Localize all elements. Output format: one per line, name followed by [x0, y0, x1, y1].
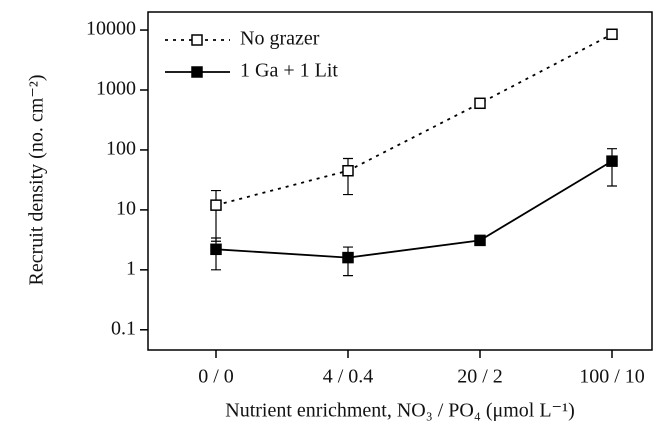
- marker: [191, 66, 203, 78]
- error-bar: [211, 189, 221, 242]
- marker: [474, 97, 486, 110]
- x-tick-label: 20 / 2: [457, 366, 503, 388]
- y-tick-label: 1: [126, 257, 136, 279]
- y-tick-label: 10: [116, 197, 136, 219]
- marker: [210, 243, 222, 256]
- error-bar: [607, 148, 617, 187]
- marker: [474, 234, 486, 247]
- y-tick-label: 100: [106, 138, 136, 160]
- marker: [342, 164, 354, 177]
- marker: [342, 251, 354, 264]
- series-line: [215, 33, 613, 207]
- legend-label: No grazer: [240, 28, 320, 50]
- x-tick-label: 100 / 10: [579, 366, 645, 388]
- x-tick-label: 0 / 0: [198, 366, 234, 388]
- error-bar: [343, 157, 353, 196]
- y-tick-label: 1000: [96, 78, 136, 100]
- marker: [606, 155, 618, 167]
- marker: [210, 199, 222, 211]
- marker: [191, 34, 203, 46]
- marker: [606, 28, 618, 41]
- x-axis-label: Nutrient enrichment, NO₃ / PO₄ (μmol L⁻¹…: [225, 400, 575, 422]
- y-tick-label: 0.1: [111, 317, 136, 339]
- y-tick-label: 10000: [86, 18, 136, 40]
- x-tick-label: 4 / 0.4: [323, 366, 374, 388]
- y-axis-label: Recruit density (no. cm⁻²): [26, 75, 48, 286]
- legend-label: 1 Ga + 1 Lit: [240, 60, 338, 82]
- plot-frame: [147, 11, 653, 351]
- series-line: [215, 160, 613, 259]
